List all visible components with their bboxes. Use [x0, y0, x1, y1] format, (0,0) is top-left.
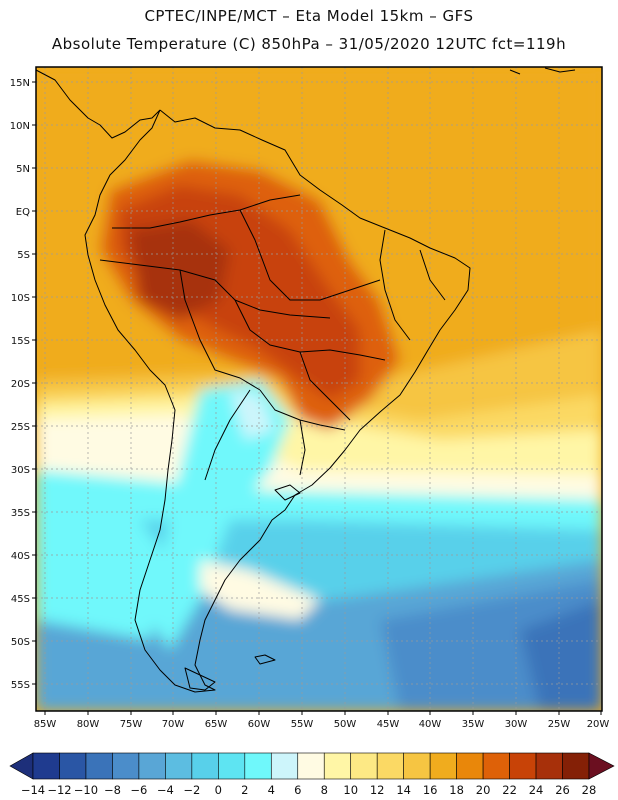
colorbar-label: 8: [321, 783, 328, 797]
colorbar-swatch: [456, 752, 484, 780]
lon-label: 80W: [77, 719, 100, 730]
colorbar-label: −8: [104, 783, 121, 797]
colorbar-label: −4: [157, 783, 174, 797]
colorbar-swatch: [403, 752, 431, 780]
colorbar-label: −14: [21, 783, 45, 797]
colorbar-swatch: [138, 752, 166, 780]
lat-label: 55S: [11, 680, 30, 691]
lat-axis: [32, 81, 36, 685]
colorbar-label: 16: [423, 783, 438, 797]
colorbar-swatch: [32, 752, 60, 780]
colorbar-swatch: [562, 752, 590, 780]
lat-label: EQ: [16, 207, 30, 218]
colorbar-swatch: [376, 752, 404, 780]
lon-label: 45W: [377, 719, 400, 730]
colorbar-label: 28: [582, 783, 597, 797]
colorbar-label: 10: [343, 783, 358, 797]
colorbar-swatch: [270, 752, 299, 780]
colorbar-label: 4: [268, 783, 275, 797]
lon-label: 75W: [120, 719, 143, 730]
lat-label: 45S: [11, 594, 30, 605]
colorbar-swatch: [112, 752, 140, 780]
lon-label: 55W: [291, 719, 314, 730]
map-frame: [35, 66, 603, 712]
colorbar-label: 14: [396, 783, 411, 797]
colorbar-label: 12: [370, 783, 385, 797]
lon-axis: [44, 711, 602, 715]
lon-label: 40W: [419, 719, 442, 730]
lon-label: 50W: [334, 719, 357, 730]
lat-label: 10S: [11, 293, 30, 304]
title-line-1: CPTEC/INPE/MCT – Eta Model 15km – GFS: [144, 7, 474, 25]
colorbar-label: 6: [294, 783, 301, 797]
colorbar-label: −2: [183, 783, 200, 797]
lon-label: 25W: [548, 719, 571, 730]
colorbar-swatch: [350, 752, 378, 780]
colorbar-label: −10: [74, 783, 98, 797]
lon-label: 85W: [34, 719, 57, 730]
lat-label: 5N: [16, 164, 30, 175]
colorbar-swatch: [165, 752, 193, 780]
colorbar-swatch: [85, 752, 113, 780]
lat-label: 5S: [17, 250, 30, 261]
colorbar-swatch: [535, 752, 563, 780]
lat-label: 15S: [11, 336, 30, 347]
colorbar-swatch: [59, 752, 87, 780]
colorbar: −14 −12 −10 −8 −6 −4 −2 0 2 4 6 8 10 12 14 16 18 20 22 24 26…: [9, 752, 615, 797]
colorbar-swatch: [429, 752, 457, 780]
lat-label: 15N: [10, 78, 30, 89]
colorbar-swatch: [297, 752, 325, 780]
colorbar-swatch: [323, 752, 352, 780]
colorbar-swatch: [509, 752, 537, 780]
lon-label: 60W: [248, 719, 271, 730]
colorbar-label: 0: [215, 783, 222, 797]
colorbar-label: −6: [130, 783, 147, 797]
lon-label: 30W: [505, 719, 528, 730]
colorbar-swatch: [218, 752, 246, 780]
colorbar-label: 2: [241, 783, 248, 797]
colorbar-label: 24: [529, 783, 544, 797]
graticule: [36, 67, 602, 711]
coastlines: [36, 67, 576, 693]
colorbar-arrow-low: [9, 752, 34, 780]
lat-label: 35S: [11, 508, 30, 519]
colorbar-label: 22: [502, 783, 517, 797]
lat-label: 40S: [11, 551, 30, 562]
lat-label: 10N: [10, 121, 30, 132]
colorbar-label: 26: [555, 783, 570, 797]
colorbar-swatch: [244, 752, 272, 780]
colorbar-arrow-high: [588, 752, 615, 780]
title-line-2: Absolute Temperature (C) 850hPa – 31/05/…: [51, 35, 567, 53]
colorbar-swatch: [482, 752, 510, 780]
lon-label: 70W: [162, 719, 185, 730]
colorbar-swatch: [191, 752, 219, 780]
lon-label: 65W: [205, 719, 228, 730]
lon-label: 20W: [587, 719, 610, 730]
colorbar-label: 20: [476, 783, 491, 797]
lat-label: 25S: [11, 422, 30, 433]
temperature-field: [36, 67, 602, 711]
lon-label: 35W: [462, 719, 485, 730]
colorbar-label: 18: [449, 783, 464, 797]
colorbar-label: −12: [47, 783, 71, 797]
lat-label: 30S: [11, 465, 30, 476]
lat-label: 50S: [11, 637, 30, 648]
lat-label: 20S: [11, 379, 30, 390]
